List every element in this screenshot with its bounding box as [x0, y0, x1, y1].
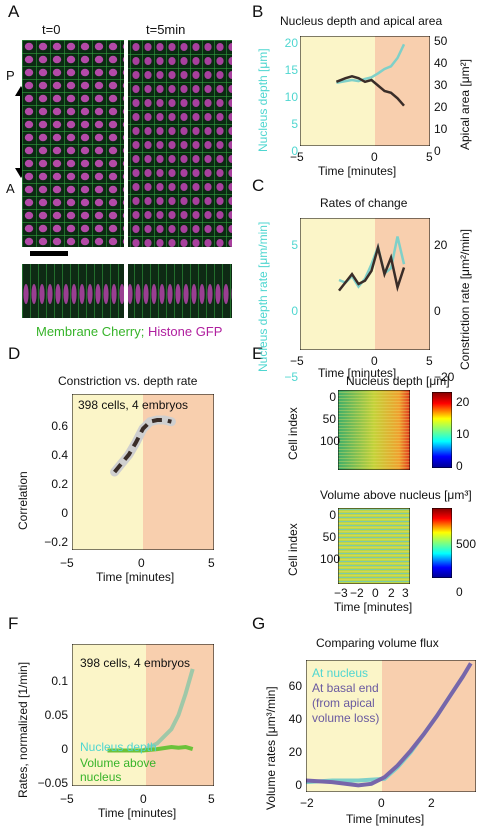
- panel-e-xlabel: Time [minutes]: [334, 600, 413, 614]
- panel-c-left-ticks: 5 0 −5: [284, 238, 298, 384]
- panel-a-axis-a: A: [6, 181, 15, 196]
- panel-f-yticks: 0.1 0.05 0 −0.05: [37, 674, 68, 790]
- panel-e-ylabel-top: Cell index: [286, 407, 300, 460]
- volume-at-basal-end-line: [306, 662, 473, 788]
- panel-label-f: F: [8, 614, 19, 633]
- panel-e-yticks-top: 0 50 100: [320, 390, 341, 448]
- volume-above-nucleus-line: [107, 744, 194, 753]
- panel-b-xlabel: Time [minutes]: [318, 164, 397, 178]
- panel-b-ylabel-right: Apical area [μm²]: [458, 59, 472, 150]
- panel-g-xlabel: Time [minutes]: [346, 812, 425, 826]
- panel-e-title-top: Nucleus depth [μm]: [346, 374, 450, 388]
- panel-e-yticks-bottom: 0 50 100: [320, 508, 341, 566]
- colorbar-depth: [432, 392, 452, 468]
- panel-b-plot: [300, 36, 430, 146]
- apical-area-line: [335, 74, 405, 107]
- panel-c-title: Rates of change: [320, 196, 408, 210]
- panel-d-plot: [72, 394, 214, 550]
- panel-f-plot: [72, 644, 214, 786]
- panel-e-title-bottom: Volume above nucleus [μm³]: [320, 488, 472, 502]
- panel-a-axis-p: P: [6, 68, 15, 83]
- panel-label-c: C: [252, 176, 265, 195]
- panel-d-xlabel: Time [minutes]: [96, 570, 175, 584]
- panel-g-legend-nucleus: At nucleus: [312, 666, 369, 680]
- panel-c-ylabel-right: Constriction rate [μm²/min]: [458, 229, 472, 370]
- panel-label-d: D: [8, 344, 21, 363]
- pre-region: [300, 36, 375, 146]
- panel-c-plot: [300, 218, 430, 350]
- panel-c-right-ticks: 20 0 −20: [434, 238, 455, 384]
- panel-a-t5-label: t=5min: [146, 22, 186, 37]
- panel-b-left-ticks: 20 15 10 5 0: [284, 36, 298, 158]
- panel-f-annotation: 398 cells, 4 embryos: [80, 656, 191, 670]
- panel-c-xlabel: Time [minutes]: [318, 366, 397, 380]
- pre-region: [300, 218, 375, 350]
- panel-b-right-ticks: 50 40 30 20 10 0: [434, 34, 448, 158]
- heatmap-nucleus-depth: [338, 390, 410, 470]
- correlation-line: [113, 418, 172, 474]
- colorbar-volume: [432, 508, 452, 578]
- nucleus-depth-line: [336, 43, 406, 85]
- panel-f-legend-volume: Volume above nucleus: [80, 756, 157, 784]
- panel-label-e: E: [252, 344, 264, 363]
- panel-label-b: B: [252, 2, 264, 21]
- constriction-rate-line: [338, 242, 406, 293]
- post-region: [375, 218, 430, 350]
- panel-d-annotation: 398 cells, 4 embryos: [78, 398, 189, 412]
- panel-label-a: A: [8, 2, 20, 21]
- panel-g-legend-basal: At basal end (from apical volume loss): [312, 681, 380, 725]
- panel-g-title: Comparing volume flux: [316, 636, 439, 650]
- panel-g-yticks: 60 40 20 0: [288, 679, 302, 792]
- panel-d-yticks: 0.6 0.4 0.2 0 −0.2: [44, 419, 68, 549]
- pre-region: [72, 644, 146, 786]
- panel-e-ylabel-bottom: Cell index: [286, 523, 300, 576]
- panel-label-g: G: [252, 614, 266, 633]
- microscopy-topview: [22, 40, 232, 247]
- microscopy-sideview: [22, 264, 232, 318]
- heatmap-volume: [338, 508, 410, 584]
- panel-a-t0-label: t=0: [42, 22, 61, 37]
- pre-region: [306, 660, 382, 792]
- colorbar-depth-ticks: 20 10 0: [456, 395, 470, 473]
- panel-b-title: Nucleus depth and apical area: [280, 14, 443, 28]
- legend-histone: Histone GFP: [148, 324, 223, 339]
- panel-f-legend-depth: Nucleus depth: [80, 740, 157, 754]
- panel-d-title: Constriction vs. depth rate: [58, 374, 198, 388]
- scale-bar: [30, 251, 68, 256]
- colorbar-volume-ticks: 500 0: [456, 537, 477, 599]
- legend-membrane: Membrane Cherry;: [36, 324, 145, 339]
- panel-g-plot: [306, 660, 476, 792]
- pre-region: [72, 394, 143, 550]
- panel-f-xlabel: Time [minutes]: [98, 806, 177, 820]
